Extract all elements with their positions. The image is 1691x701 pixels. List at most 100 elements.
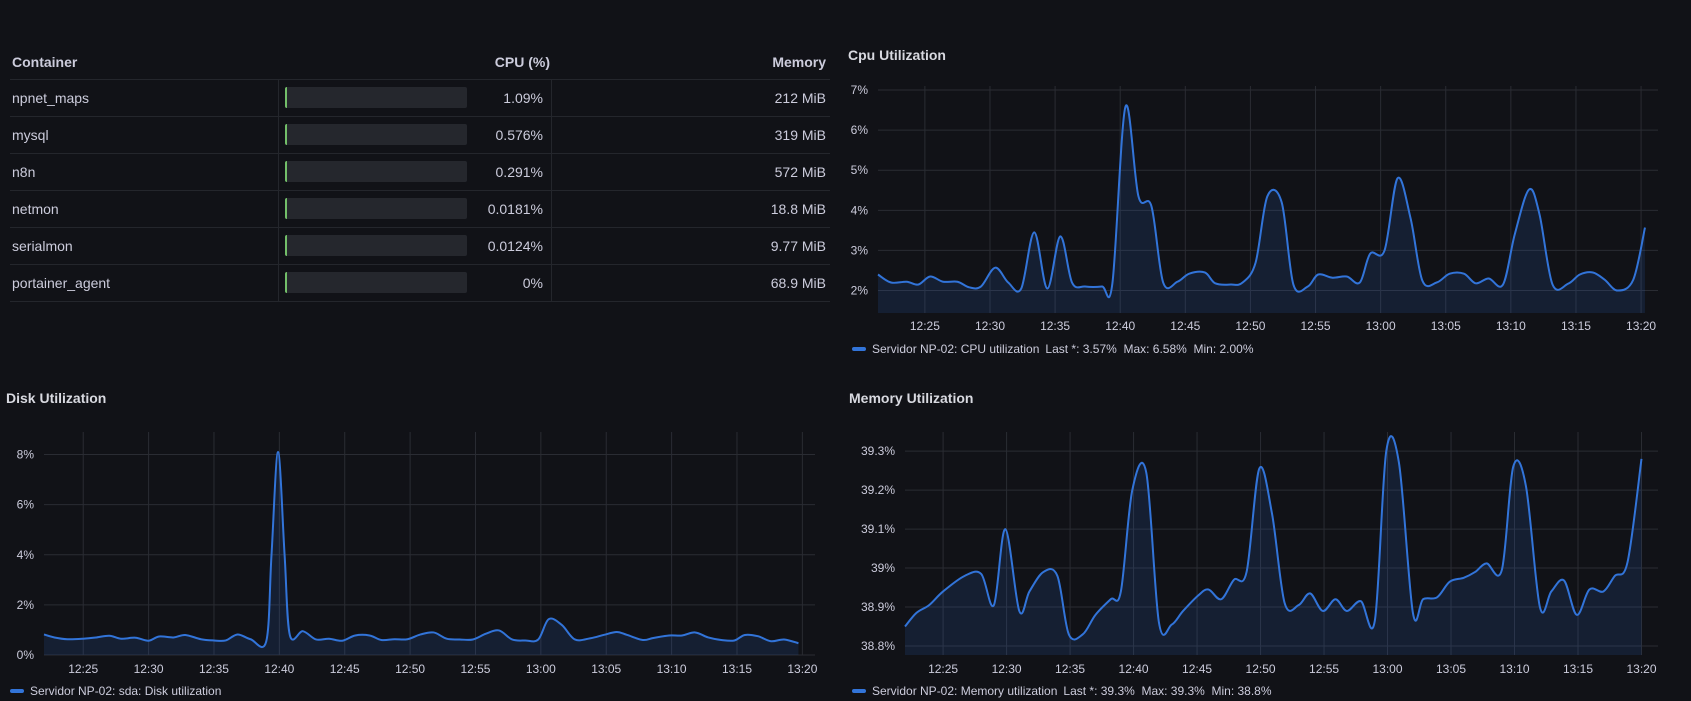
container-name: mysql (12, 127, 49, 143)
series-area-fill (878, 105, 1645, 313)
y-tick-label: 2% (17, 598, 35, 612)
memory-value: 9.77 MiB (770, 238, 826, 254)
cpu-cell: 0.291% (278, 154, 552, 190)
y-tick-label: 39.3% (861, 444, 895, 458)
x-tick-label: 13:10 (1499, 662, 1529, 676)
memory-value: 18.8 MiB (770, 201, 826, 217)
x-tick-label: 13:10 (657, 662, 687, 676)
legend-swatch-icon (10, 689, 24, 693)
cpu-legend-name: Servidor NP-02: CPU utilization (872, 342, 1040, 356)
x-tick-label: 12:45 (1182, 662, 1212, 676)
header-cpu[interactable]: CPU (%) (494, 54, 550, 70)
y-tick-label: 0% (17, 648, 35, 662)
cpu-bar-fill (285, 87, 287, 108)
x-tick-label: 13:05 (1436, 662, 1466, 676)
container-name: portainer_agent (12, 275, 111, 291)
memory-legend[interactable]: Servidor NP-02: Memory utilization Last … (852, 684, 1272, 698)
y-tick-label: 4% (17, 548, 35, 562)
x-tick-label: 12:55 (1301, 319, 1331, 333)
cpu-value: 0.0181% (487, 201, 543, 217)
x-tick-label: 12:30 (975, 319, 1005, 333)
cpu-value: 0.576% (495, 127, 543, 143)
x-tick-label: 13:20 (1626, 319, 1656, 333)
x-tick-label: 12:45 (330, 662, 360, 676)
header-memory[interactable]: Memory (772, 54, 826, 70)
y-tick-label: 8% (17, 448, 35, 462)
disk-panel-title: Disk Utilization (6, 390, 107, 406)
memory-value: 212 MiB (774, 90, 826, 106)
cpu-legend[interactable]: Servidor NP-02: CPU utilization Last *: … (852, 342, 1254, 356)
x-tick-label: 13:10 (1496, 319, 1526, 333)
cpu-bar-fill (285, 124, 287, 145)
table-row[interactable]: portainer_agent 0% 68.9 MiB (10, 265, 830, 302)
cpu-cell: 0.0124% (278, 228, 552, 264)
cpu-panel-title: Cpu Utilization (848, 47, 946, 63)
x-tick-label: 12:55 (460, 662, 490, 676)
x-tick-label: 12:50 (1246, 662, 1276, 676)
y-tick-label: 3% (851, 243, 869, 257)
cpu-legend-stats: Last *: 3.57% Max: 6.58% Min: 2.00% (1045, 342, 1254, 356)
x-tick-label: 12:55 (1309, 662, 1339, 676)
x-tick-label: 12:40 (264, 662, 294, 676)
header-container[interactable]: Container (12, 54, 78, 70)
x-tick-label: 12:25 (910, 319, 940, 333)
memory-value: 319 MiB (774, 127, 826, 143)
cpu-value: 0.291% (495, 164, 543, 180)
disk-legend-name: Servidor NP-02: sda: Disk utilization (30, 684, 222, 698)
legend-swatch-icon (852, 689, 866, 693)
x-tick-label: 12:40 (1119, 662, 1149, 676)
x-tick-label: 13:05 (591, 662, 621, 676)
x-tick-label: 13:15 (1563, 662, 1593, 676)
cpu-bar-gauge (285, 124, 467, 145)
y-tick-label: 38.9% (861, 600, 895, 614)
table-row[interactable]: netmon 0.0181% 18.8 MiB (10, 191, 830, 228)
y-tick-label: 2% (851, 284, 869, 298)
x-tick-label: 12:35 (1040, 319, 1070, 333)
container-name: n8n (12, 164, 36, 180)
container-name: netmon (12, 201, 59, 217)
x-tick-label: 13:00 (526, 662, 556, 676)
container-name: serialmon (12, 238, 73, 254)
legend-swatch-icon (852, 347, 866, 351)
cpu-bar-gauge (285, 198, 467, 219)
cpu-bar-fill (285, 235, 287, 256)
cpu-cell: 0.0181% (278, 191, 552, 227)
x-tick-label: 12:25 (928, 662, 958, 676)
y-tick-label: 4% (851, 203, 869, 217)
cpu-bar-gauge (285, 272, 467, 293)
y-tick-label: 39.1% (861, 522, 895, 536)
x-tick-label: 13:00 (1366, 319, 1396, 333)
memory-value: 572 MiB (774, 164, 826, 180)
y-tick-label: 38.8% (861, 639, 895, 653)
cpu-cell: 1.09% (278, 80, 552, 116)
x-tick-label: 13:00 (1373, 662, 1403, 676)
memory-panel-title: Memory Utilization (849, 390, 974, 406)
memory-value: 68.9 MiB (770, 275, 826, 291)
memory-legend-name: Servidor NP-02: Memory utilization (872, 684, 1058, 698)
table-row[interactable]: npnet_maps 1.09% 212 MiB (10, 80, 830, 117)
series-line (43, 451, 799, 648)
x-tick-label: 12:25 (68, 662, 98, 676)
x-tick-label: 13:20 (787, 662, 817, 676)
cpu-bar-fill (285, 198, 287, 219)
y-tick-label: 6% (17, 498, 35, 512)
series-line (877, 104, 1646, 299)
cpu-bar-fill (285, 161, 287, 182)
cpu-cell: 0.576% (278, 117, 552, 153)
disk-legend[interactable]: Servidor NP-02: sda: Disk utilization (10, 684, 221, 698)
table-row[interactable]: mysql 0.576% 319 MiB (10, 117, 830, 154)
table-row[interactable]: n8n 0.291% 572 MiB (10, 154, 830, 191)
container-name: npnet_maps (12, 90, 90, 106)
table-row[interactable]: serialmon 0.0124% 9.77 MiB (10, 228, 830, 265)
y-tick-label: 39.2% (861, 483, 895, 497)
cpu-cell: 0% (278, 265, 552, 301)
x-tick-label: 12:50 (395, 662, 425, 676)
cpu-bar-gauge (285, 161, 467, 182)
cpu-bar-gauge (285, 87, 467, 108)
table-header-row: Container CPU (%) Memory (10, 45, 830, 80)
series-area-fill (905, 436, 1642, 655)
cpu-bar-gauge (285, 235, 467, 256)
x-tick-label: 13:05 (1431, 319, 1461, 333)
